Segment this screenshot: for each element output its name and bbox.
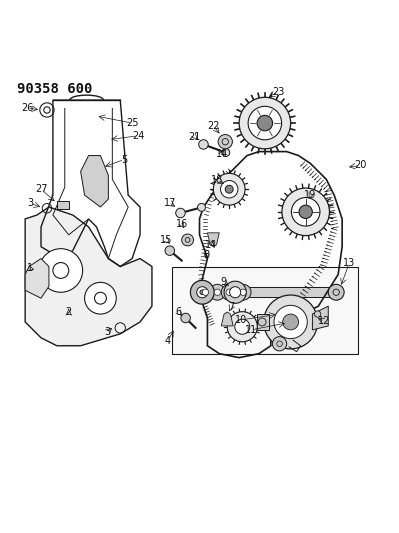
Circle shape [273, 337, 286, 351]
Circle shape [235, 284, 251, 300]
Text: 8: 8 [203, 249, 210, 260]
Circle shape [314, 311, 321, 317]
Circle shape [209, 284, 225, 300]
Text: 13: 13 [343, 259, 356, 268]
Circle shape [283, 314, 298, 330]
Polygon shape [81, 156, 109, 207]
Text: 21: 21 [189, 132, 201, 142]
Text: 11: 11 [245, 325, 257, 335]
Polygon shape [57, 201, 69, 209]
Text: 15: 15 [160, 235, 172, 245]
Circle shape [165, 246, 174, 255]
Polygon shape [221, 312, 233, 326]
Text: 14: 14 [205, 240, 217, 249]
Text: 24: 24 [132, 131, 144, 141]
Text: 18: 18 [211, 175, 223, 185]
Circle shape [218, 134, 232, 149]
Circle shape [240, 289, 246, 295]
Circle shape [264, 295, 318, 349]
Polygon shape [257, 314, 269, 330]
Circle shape [221, 181, 238, 198]
Text: 10: 10 [235, 315, 247, 325]
Polygon shape [207, 233, 219, 247]
Circle shape [221, 284, 237, 300]
Text: 9: 9 [220, 277, 226, 287]
Text: 90358 600: 90358 600 [17, 82, 93, 96]
Circle shape [328, 284, 344, 300]
Text: 19: 19 [304, 190, 316, 200]
Circle shape [198, 284, 213, 300]
Text: 20: 20 [354, 160, 366, 171]
Circle shape [257, 115, 273, 131]
Circle shape [282, 188, 330, 236]
Circle shape [274, 305, 307, 338]
Circle shape [248, 106, 282, 140]
Circle shape [224, 281, 246, 303]
Circle shape [291, 198, 320, 226]
Text: 17: 17 [164, 198, 176, 208]
Circle shape [39, 249, 83, 292]
Circle shape [202, 289, 209, 295]
Circle shape [225, 185, 233, 193]
Text: 3: 3 [105, 327, 111, 337]
Text: 26: 26 [21, 103, 34, 113]
Text: 2: 2 [65, 307, 72, 317]
Text: 1: 1 [27, 263, 33, 273]
Circle shape [222, 149, 230, 157]
Text: 23: 23 [272, 87, 284, 97]
Circle shape [299, 205, 312, 219]
Circle shape [85, 282, 116, 314]
Circle shape [239, 98, 290, 149]
Circle shape [198, 204, 205, 211]
Circle shape [176, 208, 185, 218]
Polygon shape [172, 266, 358, 354]
Text: 6: 6 [176, 307, 182, 317]
Circle shape [258, 318, 266, 326]
Circle shape [181, 313, 190, 323]
Text: 12: 12 [318, 316, 330, 326]
Polygon shape [25, 259, 49, 298]
Text: 5: 5 [121, 155, 127, 165]
Circle shape [235, 319, 250, 334]
Text: 14: 14 [216, 149, 228, 159]
Circle shape [197, 287, 208, 298]
Text: 4: 4 [165, 336, 171, 346]
Circle shape [182, 234, 194, 246]
Circle shape [213, 173, 245, 205]
Text: 7: 7 [228, 302, 234, 312]
Polygon shape [312, 306, 328, 330]
Text: 16: 16 [176, 219, 188, 229]
Text: 25: 25 [126, 118, 138, 128]
Circle shape [226, 289, 232, 295]
Circle shape [199, 140, 208, 149]
Circle shape [214, 289, 221, 295]
Text: 27: 27 [35, 184, 47, 194]
Text: 22: 22 [207, 121, 219, 131]
Text: 3: 3 [27, 198, 33, 208]
Circle shape [200, 290, 205, 295]
Circle shape [227, 312, 257, 342]
Circle shape [190, 280, 214, 304]
Polygon shape [25, 207, 152, 346]
Circle shape [229, 287, 241, 298]
